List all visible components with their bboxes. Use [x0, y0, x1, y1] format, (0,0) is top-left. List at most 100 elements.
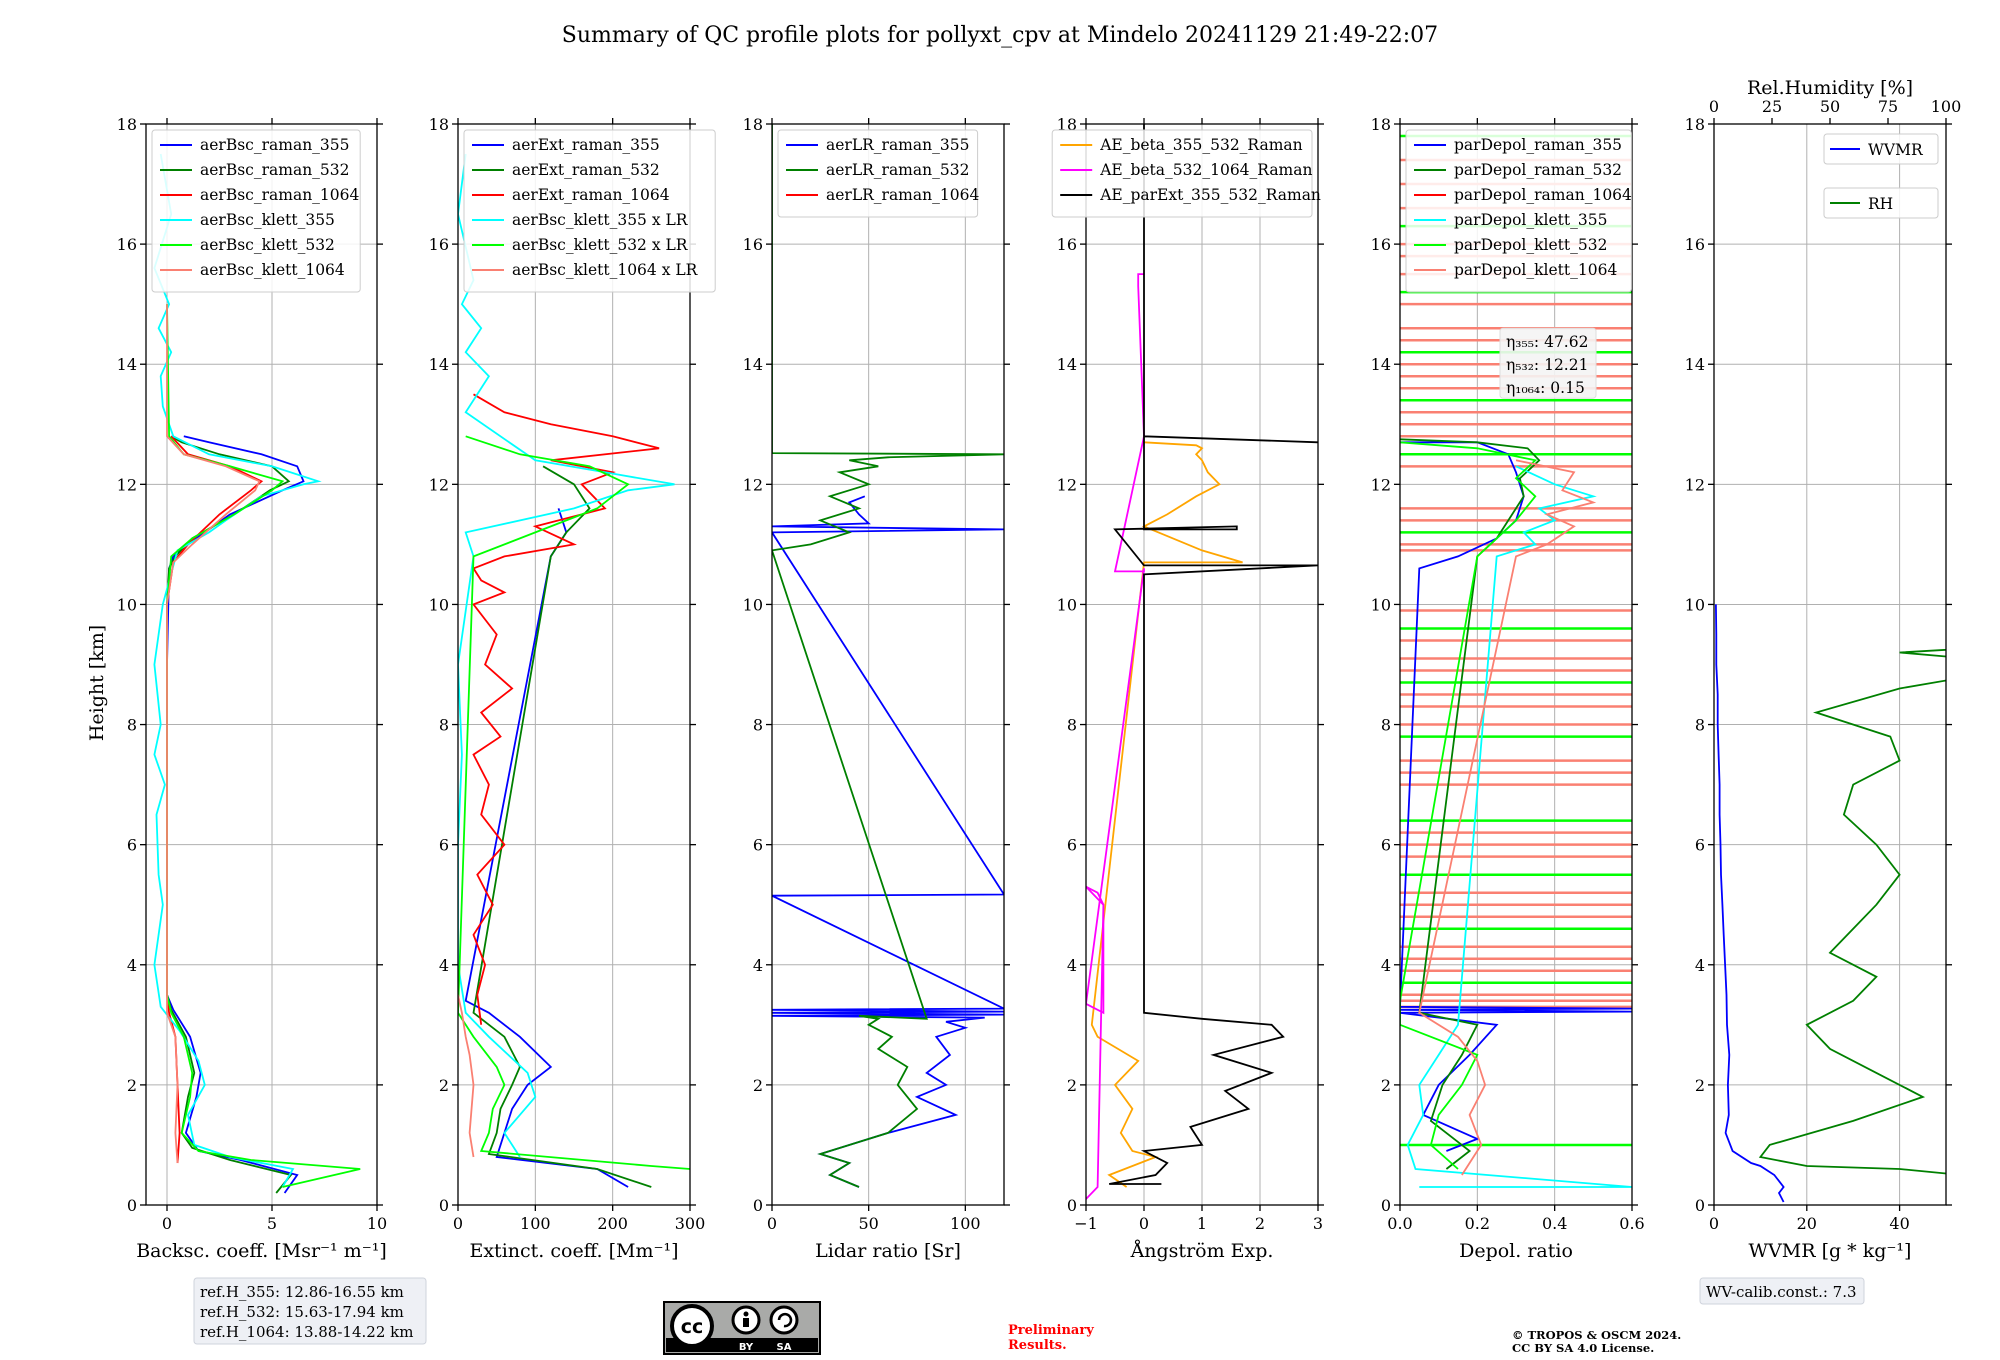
- ref-height-532: ref.H_532: 15.63-17.94 km: [200, 1303, 404, 1321]
- y-tick-label: 18: [1057, 115, 1077, 134]
- y-tick-label: 12: [743, 475, 763, 494]
- legend-label-aerbsc-klett-1064-x-lr: aerBsc_klett_1064 x LR: [512, 261, 699, 279]
- plot-area: [1086, 124, 1318, 1200]
- y-tick-label: 18: [743, 115, 763, 134]
- series-line-aerbsc-klett-1064-x-lr: [458, 994, 475, 1158]
- cc-license-badge: cc BY SA: [663, 1301, 821, 1355]
- series-line-ae-parext-355-532-raman: [1109, 124, 1318, 1185]
- axes-frame: [1399, 123, 1633, 1206]
- y-tick-label: 4: [1067, 956, 1077, 975]
- legend-label-rh: RH: [1868, 195, 1893, 213]
- y-tick-label: 10: [1685, 595, 1705, 614]
- copyright-line1: © TROPOS & OSCM 2024.: [1512, 1328, 1681, 1342]
- y-tick-label: 10: [743, 595, 763, 614]
- y-tick-label: 2: [1067, 1076, 1077, 1095]
- y-tick-label: 18: [1371, 115, 1391, 134]
- x-tick-label: 0.0: [1387, 1214, 1412, 1233]
- y-tick-label: 14: [1371, 355, 1391, 374]
- legend-label-aerext-raman-1064: aerExt_raman_1064: [512, 186, 670, 204]
- copyright-line2: CC BY SA 4.0 License.: [1512, 1341, 1654, 1355]
- legend-label-aerlr-raman-355: aerLR_raman_355: [826, 136, 969, 154]
- x-tick-label: 50: [858, 1214, 878, 1233]
- legend-label-aerext-raman-355: aerExt_raman_355: [512, 136, 660, 154]
- ref-height-355: ref.H_355: 12.86-16.55 km: [200, 1283, 404, 1301]
- panel-1: 0 5 10 0 2 4 6 8 10 12 14 16 18 Backsc. coeff. [Msr⁻¹…: [117, 115, 388, 1262]
- x-tick-label: −1: [1074, 1214, 1098, 1233]
- ref-height-1064: ref.H_1064: 13.88-14.22 km: [200, 1323, 413, 1341]
- x-tick-label: 300: [675, 1214, 706, 1233]
- y-tick-label: 0: [127, 1196, 137, 1215]
- legend-label-pardepol-klett-355: parDepol_klett_355: [1454, 211, 1607, 229]
- series-line-aerbsc-klett-355-x-lr: [458, 153, 675, 1158]
- y-tick-label: 12: [1371, 475, 1391, 494]
- legend-label-pardepol-raman-532: parDepol_raman_532: [1454, 161, 1622, 179]
- top-x-tick-label: 25: [1762, 97, 1782, 116]
- x-axis-label: WVMR [g * kg⁻¹]: [1749, 1240, 1912, 1262]
- x-tick-label: 100: [950, 1214, 981, 1233]
- y-tick-label: 4: [127, 956, 137, 975]
- series-line-pardepol-klett-355: [1406, 465, 1632, 1188]
- legend-label-aerext-raman-532: aerExt_raman_532: [512, 161, 660, 179]
- series-line-aerbsc-klett-1064: [166, 304, 261, 1164]
- axes-frame: [1713, 123, 1947, 1206]
- legend-label-aerbsc-klett-355: aerBsc_klett_355: [200, 211, 335, 229]
- panel-2: 0 100 200 300 0 2 4 6 8 10 12 14 16 18 Extinct. coeff.…: [429, 115, 716, 1262]
- y-tick-label: 12: [117, 475, 137, 494]
- x-tick-label: 40: [1889, 1214, 1909, 1233]
- x-axis-label: Ångström Exp.: [1130, 1240, 1274, 1262]
- legend-box: [463, 129, 716, 293]
- y-tick-label: 14: [429, 355, 449, 374]
- y-tick-label: 18: [429, 115, 449, 134]
- series-line-pardepol-klett-1064: [1418, 459, 1597, 1176]
- legend-label-aerbsc-klett-532-x-lr: aerBsc_klett_532 x LR: [512, 236, 689, 254]
- top-x-tick-label: 75: [1878, 97, 1898, 116]
- y-tick-label: 8: [1695, 716, 1705, 735]
- y-tick-label: 2: [1381, 1076, 1391, 1095]
- x-tick-label: 2: [1255, 1214, 1265, 1233]
- y-tick-label: 14: [743, 355, 763, 374]
- top-x-tick-label: 50: [1820, 97, 1840, 116]
- legend-box: [1051, 129, 1313, 218]
- plot-area: [153, 153, 361, 1194]
- axes-frame: [771, 123, 1005, 1206]
- y-tick-label: 12: [429, 475, 449, 494]
- y-tick-label: 0: [1067, 1196, 1077, 1215]
- x-axis-label: Lidar ratio [Sr]: [815, 1240, 961, 1262]
- series-line-rh: [1758, 648, 1946, 1175]
- y-tick-label: 2: [753, 1076, 763, 1095]
- x-tick-label: 100: [520, 1214, 551, 1233]
- series-line-pardepol-klett-532: [1400, 441, 1538, 1170]
- y-tick-label: 2: [127, 1076, 137, 1095]
- series-line-aerlr-raman-532: [772, 124, 1004, 1188]
- axes-frame: [145, 123, 378, 1206]
- y-tick-label: 16: [429, 235, 449, 254]
- y-tick-label: 8: [753, 716, 763, 735]
- top-x-axis-label: Rel.Humidity [%]: [1747, 77, 1913, 99]
- x-tick-label: 1: [1197, 1214, 1207, 1233]
- legend-box: [151, 129, 361, 293]
- y-tick-label: 18: [1685, 115, 1705, 134]
- y-tick-label: 16: [117, 235, 137, 254]
- preliminary-line1: Preliminary: [1008, 1323, 1094, 1338]
- legend-label-aerbsc-klett-532: aerBsc_klett_532: [200, 236, 335, 254]
- wv-calibration-constant: WV-calib.const.: 7.3: [1706, 1283, 1857, 1301]
- share-alike-icon: [769, 1305, 799, 1335]
- y-tick-label: 6: [1067, 836, 1077, 855]
- series-line-wvmr: [1715, 604, 1785, 1203]
- y-tick-label: 6: [1381, 836, 1391, 855]
- y-tick-label: 0: [439, 1196, 449, 1215]
- y-tick-label: 2: [439, 1076, 449, 1095]
- x-axis-label: Backsc. coeff. [Msr⁻¹ m⁻¹]: [136, 1240, 387, 1262]
- legend-label-aerbsc-raman-355: aerBsc_raman_355: [200, 136, 350, 154]
- y-tick-label: 18: [117, 115, 137, 134]
- x-tick-label: 200: [597, 1214, 628, 1233]
- y-tick-label: 10: [429, 595, 449, 614]
- height-axis-label: Height [km]: [86, 625, 108, 741]
- series-line-aerbsc-raman-1064: [166, 435, 264, 1164]
- legend-label-ae-parext-355-532-raman: AE_parExt_355_532_Raman: [1099, 186, 1321, 204]
- y-tick-label: 16: [743, 235, 763, 254]
- legend-label-pardepol-raman-1064: parDepol_raman_1064: [1454, 186, 1632, 204]
- y-tick-label: 14: [117, 355, 137, 374]
